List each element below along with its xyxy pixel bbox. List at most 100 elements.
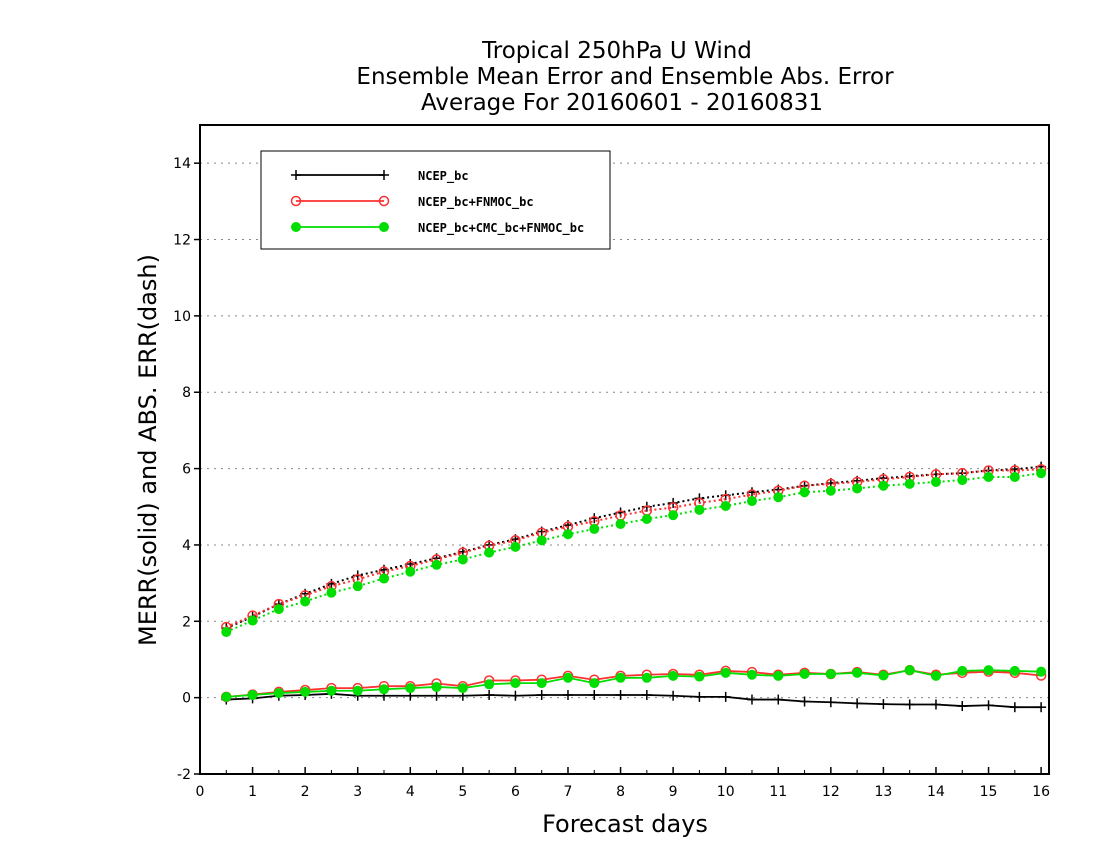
merr-point	[746, 669, 757, 680]
y-axis-label: MERR(solid) and ABS. ERR(dash)	[134, 254, 162, 646]
merr-point	[641, 672, 652, 683]
merr-point	[457, 683, 468, 694]
legend-item: NCEP_bc+CMC_bc+FNMOC_bc	[291, 221, 584, 236]
y-tick-label: 8	[182, 385, 191, 401]
x-tick-label: 2	[301, 784, 310, 800]
abs-err-point	[221, 626, 232, 637]
x-tick-label: 3	[353, 784, 362, 800]
merr-point	[799, 668, 810, 679]
x-tick-label: 4	[406, 784, 415, 800]
legend-box	[260, 150, 611, 250]
merr-point	[694, 691, 705, 702]
merr-point	[641, 689, 652, 700]
merr-point	[799, 696, 810, 707]
abs-err-point	[457, 554, 468, 565]
merr-point	[300, 686, 311, 697]
merr-point	[562, 689, 573, 700]
abs-err-point	[562, 529, 573, 540]
legend-label: NCEP_bc	[418, 169, 469, 184]
chart-title: Tropical 250hPa U Wind Ensemble Mean Err…	[356, 38, 894, 116]
merr-point	[957, 701, 968, 712]
abs-err-point	[1009, 471, 1020, 482]
abs-err-point	[825, 485, 836, 496]
merr-point	[562, 672, 573, 683]
x-tick-label: 5	[458, 784, 467, 800]
y-tick-label: 0	[182, 691, 191, 707]
merr-point	[983, 700, 994, 711]
legend-marker	[291, 222, 301, 232]
merr-point	[930, 699, 941, 710]
x-tick-label: 0	[196, 784, 205, 800]
x-tick-label: 14	[927, 784, 945, 800]
merr-point	[405, 683, 416, 694]
merr-point	[352, 685, 363, 696]
merr-point	[957, 665, 968, 676]
merr-line	[226, 692, 1042, 709]
x-tick-label: 7	[564, 784, 573, 800]
abs-err-point	[957, 475, 968, 486]
merr-point	[746, 694, 757, 705]
y-tick-label: 10	[173, 309, 191, 325]
abs-err-point	[1036, 468, 1047, 479]
merr-point	[904, 699, 915, 710]
y-tick-label: 4	[182, 538, 191, 554]
x-tick-label: 16	[1032, 784, 1050, 800]
x-axis-label: Forecast days	[542, 810, 708, 838]
y-tick-label: 14	[173, 156, 191, 172]
abs-err-point	[431, 559, 442, 570]
title-line-1: Tropical 250hPa U Wind	[481, 38, 752, 64]
title-line-3: Average For 20160601 - 20160831	[421, 90, 823, 116]
merr-point	[668, 670, 679, 681]
merr-point	[247, 689, 258, 700]
merr-point	[484, 689, 495, 700]
legend-marker	[291, 170, 301, 180]
merr-point	[221, 691, 232, 702]
abs-err-point	[694, 504, 705, 515]
merr-point	[1036, 702, 1047, 713]
merr-point	[615, 672, 626, 683]
abs-err-point	[852, 483, 863, 494]
merr-point	[431, 681, 442, 692]
abs-err-point	[668, 510, 679, 521]
merr-point	[852, 667, 863, 678]
legend-marker	[378, 195, 390, 207]
merr-point	[510, 678, 521, 689]
merr-point	[484, 679, 495, 690]
abs-err-point	[799, 487, 810, 498]
merr-point	[983, 665, 994, 676]
abs-err-line	[225, 465, 1042, 630]
merr-point	[878, 670, 889, 681]
x-tick-label: 15	[980, 784, 998, 800]
abs-err-point	[536, 535, 547, 546]
abs-err-point	[720, 501, 731, 512]
legend-item: NCEP_bc	[291, 169, 469, 184]
abs-err-point	[484, 547, 495, 558]
merr-point	[930, 670, 941, 681]
legend-item: NCEP_bc+FNMOC_bc	[290, 195, 534, 210]
abs-err-point	[878, 480, 889, 491]
merr-point	[773, 670, 784, 681]
legend-marker	[379, 170, 389, 180]
merr-point	[694, 671, 705, 682]
x-axis: 0 1 2 3 4 5 6 7 8 9 10 11 12 13 14 15 16	[196, 767, 1050, 800]
abs-err-point	[405, 566, 416, 577]
abs-err-point	[247, 615, 258, 626]
legend-label: NCEP_bc+CMC_bc+FNMOC_bc	[418, 221, 584, 236]
title-line-2: Ensemble Mean Error and Ensemble Abs. Er…	[356, 64, 894, 90]
merr-point	[668, 690, 679, 701]
y-tick-label: -2	[177, 767, 191, 783]
x-tick-label: 13	[874, 784, 892, 800]
abs-err-point	[273, 604, 284, 615]
abs-err-point	[378, 573, 389, 584]
merr-point	[273, 688, 284, 699]
y-tick-label: 12	[173, 233, 191, 249]
y-tick-label: 2	[182, 614, 191, 630]
merr-point	[536, 689, 547, 700]
merr-line	[226, 669, 1042, 698]
merr-line	[226, 669, 1042, 698]
merr-point	[852, 698, 863, 709]
abs-err-point	[983, 471, 994, 482]
series-ncep-bc-fnmoc-bc	[221, 464, 1047, 703]
merr-point	[589, 678, 600, 689]
abs-err-line	[225, 468, 1042, 628]
